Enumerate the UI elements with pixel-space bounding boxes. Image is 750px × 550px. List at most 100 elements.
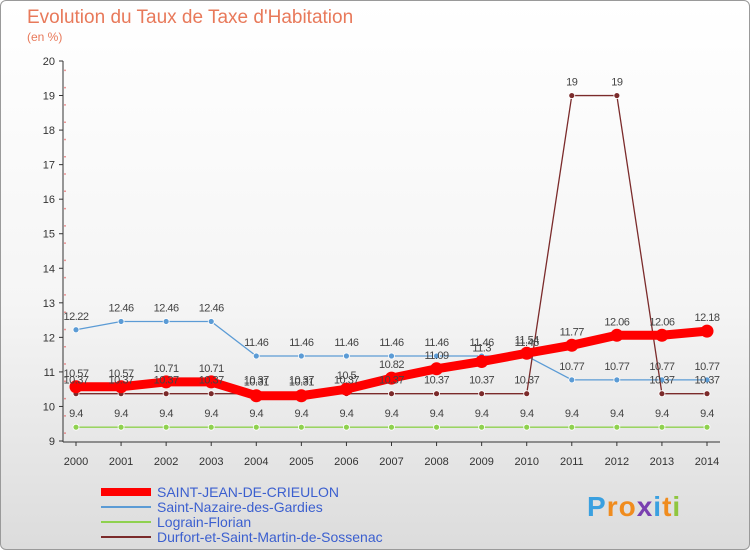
data-label: 9.4 xyxy=(204,408,218,420)
y-tick-label: 17 xyxy=(43,160,55,172)
data-point xyxy=(568,92,576,99)
y-tick-label: 20 xyxy=(43,56,55,68)
x-tick-label: 2005 xyxy=(289,456,313,468)
data-point xyxy=(433,390,440,398)
y-tick-label: 12 xyxy=(43,332,55,344)
data-label: 10.31 xyxy=(244,377,269,389)
y-tick-label: 16 xyxy=(43,194,55,206)
data-point xyxy=(658,390,666,398)
data-point xyxy=(433,423,440,431)
data-point xyxy=(69,380,83,394)
chart-subtitle: (en %) xyxy=(27,30,63,44)
data-label: 10.57 xyxy=(109,368,134,380)
data-label: 11.54 xyxy=(515,334,540,346)
data-label: 11.46 xyxy=(379,337,404,349)
data-point xyxy=(159,375,173,389)
data-point xyxy=(613,423,621,431)
data-point xyxy=(162,390,170,398)
data-point xyxy=(114,380,128,394)
data-label: 10.37 xyxy=(379,375,404,387)
data-label: 9.4 xyxy=(655,408,669,420)
data-label: 10.37 xyxy=(514,375,539,387)
x-tick-label: 2011 xyxy=(560,456,584,468)
data-label: 12.46 xyxy=(199,302,224,314)
data-label: 19 xyxy=(611,77,623,89)
data-label: 9.4 xyxy=(700,408,714,420)
x-tick-label: 2012 xyxy=(605,456,629,468)
data-label: 11.46 xyxy=(424,337,449,349)
data-label: 10.37 xyxy=(424,375,449,387)
x-tick-label: 2014 xyxy=(695,456,719,468)
legend-swatch xyxy=(101,521,151,523)
x-tick-label: 2004 xyxy=(244,456,268,468)
x-tick-label: 2006 xyxy=(334,456,358,468)
data-point xyxy=(162,318,170,325)
data-point xyxy=(523,423,531,431)
data-point xyxy=(72,326,80,334)
data-label: 10.77 xyxy=(604,361,629,373)
data-point xyxy=(613,376,621,384)
x-tick-label: 2007 xyxy=(379,456,403,468)
data-point xyxy=(478,390,486,398)
data-point xyxy=(388,352,395,360)
data-point xyxy=(297,352,305,360)
data-point xyxy=(703,390,711,398)
logo-letter: i xyxy=(653,491,663,522)
legend-label: Durfort-et-Saint-Martin-de-Sossenac xyxy=(157,529,383,545)
data-point xyxy=(523,390,531,398)
data-point xyxy=(658,423,666,431)
data-label: 11.77 xyxy=(560,326,585,338)
data-label: 10.31 xyxy=(289,377,314,389)
y-tick-label: 18 xyxy=(43,125,55,137)
data-label: 11.46 xyxy=(470,337,495,349)
data-point xyxy=(700,324,714,338)
data-label: 10.37 xyxy=(199,375,224,387)
data-label: 9.4 xyxy=(249,408,263,420)
x-tick-label: 2009 xyxy=(469,456,493,468)
data-label: 11.46 xyxy=(289,337,314,349)
data-point xyxy=(703,376,711,384)
logo-letter: o xyxy=(618,491,637,522)
data-point xyxy=(72,423,80,431)
legend-swatch xyxy=(101,506,151,508)
data-label: 12.18 xyxy=(694,312,719,324)
data-label: 12.46 xyxy=(109,302,134,314)
x-tick-label: 2008 xyxy=(424,456,448,468)
data-point xyxy=(478,423,486,431)
data-point xyxy=(613,92,621,99)
data-label: 11.46 xyxy=(244,337,269,349)
data-label: 9.4 xyxy=(159,408,173,420)
y-tick-label: 11 xyxy=(44,367,55,379)
data-label: 10.37 xyxy=(109,375,134,387)
data-label: 11.46 xyxy=(334,337,359,349)
data-point xyxy=(252,352,260,360)
data-point xyxy=(204,375,218,389)
data-label: 9.4 xyxy=(69,408,83,420)
data-point xyxy=(207,390,215,398)
data-label: 9.4 xyxy=(520,408,534,420)
data-label: 10.77 xyxy=(559,361,584,373)
data-point xyxy=(294,389,308,403)
data-label: 10.57 xyxy=(63,368,88,380)
data-label: 10.37 xyxy=(469,375,494,387)
data-label: 9.4 xyxy=(610,408,624,420)
data-point xyxy=(117,423,125,431)
chart-title: Evolution du Taux de Taxe d'Habitation xyxy=(27,7,354,28)
data-point xyxy=(475,355,489,369)
data-point xyxy=(388,423,395,431)
data-label: 10.37 xyxy=(154,375,179,387)
data-point xyxy=(117,318,125,325)
data-point xyxy=(249,389,263,403)
data-label: 19 xyxy=(566,77,578,89)
data-label: 10.37 xyxy=(334,375,359,387)
data-label: 10.37 xyxy=(289,375,314,387)
data-point xyxy=(339,382,353,396)
data-label: 12.06 xyxy=(604,316,629,328)
logo-letter: x xyxy=(636,491,654,522)
x-tick-label: 2001 xyxy=(109,456,133,468)
data-point xyxy=(433,352,440,360)
x-tick-label: 2013 xyxy=(650,456,674,468)
data-point xyxy=(568,376,576,384)
